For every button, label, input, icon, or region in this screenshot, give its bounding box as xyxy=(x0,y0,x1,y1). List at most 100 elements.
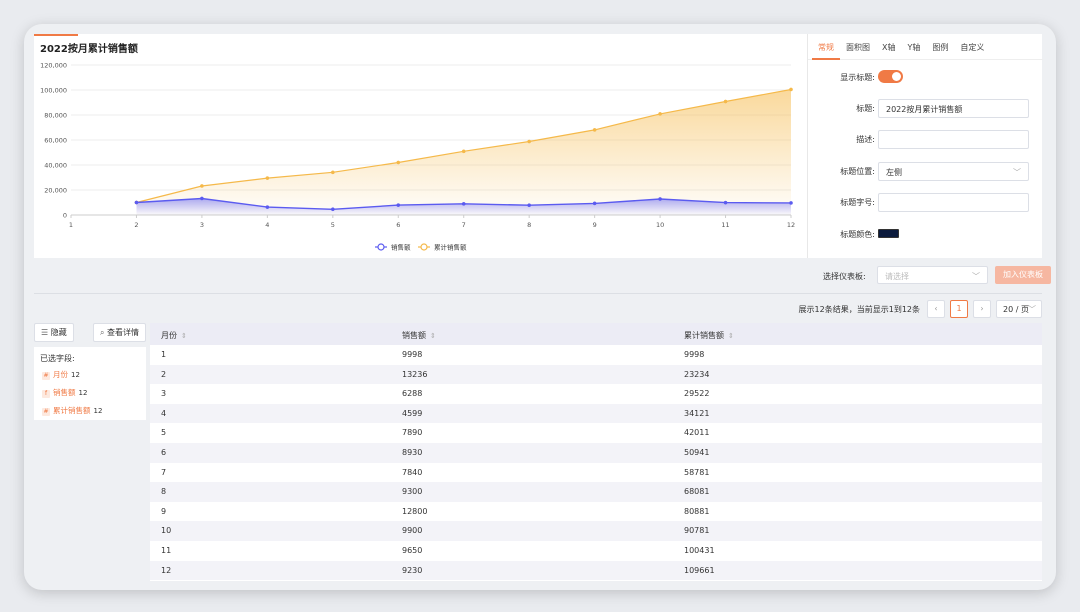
tab-legend[interactable]: 图例 xyxy=(932,43,949,52)
table-cell: 9300 xyxy=(402,487,423,497)
dashboard-select[interactable]: 请选择 ﹀ xyxy=(877,266,988,284)
table-cell: 68081 xyxy=(684,487,710,497)
table-row[interactable]: 11 9650 100431 xyxy=(150,541,1042,561)
table-cell: 12 xyxy=(161,565,172,575)
table-row[interactable]: 1 9998 9998 xyxy=(150,345,1042,365)
pagination-summary: 展示12条结果，当前显示1到12条 xyxy=(798,304,920,314)
tab-y-axis[interactable]: Y轴 xyxy=(907,43,921,52)
title-position-select[interactable]: 左侧 ﹀ xyxy=(878,162,1029,181)
title-size-input[interactable] xyxy=(878,193,1029,212)
x-tick-label: 12 xyxy=(787,221,795,229)
data-point xyxy=(265,176,270,180)
table-cell: 50941 xyxy=(684,448,710,457)
column-header-sales[interactable]: 销售额 ⇕ xyxy=(402,330,436,341)
chevron-down-icon: ﹀ xyxy=(972,272,980,281)
page-number-button[interactable]: 1 xyxy=(950,300,968,318)
data-point xyxy=(723,200,728,205)
pagination: 展示12条结果，当前显示1到12条 ‹ 1 › 20 / 页 ﹀ xyxy=(799,300,1042,318)
x-tick-label: 4 xyxy=(265,221,269,229)
title-input[interactable]: 2022按月累计销售额 xyxy=(878,99,1029,118)
table-cell: 9650 xyxy=(402,546,423,555)
column-header-label: 月份 xyxy=(161,331,177,340)
table-row[interactable]: 3 6288 29522 xyxy=(150,384,1042,404)
field-item[interactable]: # 月份 12 xyxy=(42,369,80,380)
column-header-month[interactable]: 月份 ⇕ xyxy=(161,330,187,341)
table-cell: 13236 xyxy=(402,369,428,379)
selected-fields-title: 已选字段: xyxy=(40,354,75,363)
config-tabs: 常规 面积图 X轴 Y轴 图例 自定义 xyxy=(808,34,1043,60)
title-position-value: 左侧 xyxy=(886,168,902,177)
table-cell: 9998 xyxy=(402,350,423,359)
table-cell: 42011 xyxy=(684,428,710,438)
page-size-select[interactable]: 20 / 页 ﹀ xyxy=(996,300,1042,318)
column-header-label: 累计销售额 xyxy=(684,331,724,340)
table-cell: 80881 xyxy=(684,506,710,516)
table-row[interactable]: 4 4599 34121 xyxy=(150,403,1042,424)
next-page-button[interactable]: › xyxy=(973,300,991,318)
x-tick-label: 7 xyxy=(462,221,466,229)
field-count: 12 xyxy=(78,389,88,397)
add-to-dashboard-button[interactable]: 加入仪表板 xyxy=(995,266,1051,284)
prev-page-button[interactable]: ‹ xyxy=(927,300,945,318)
tab-custom[interactable]: 自定义 xyxy=(960,43,985,52)
y-tick-label: 60,000 xyxy=(44,137,67,145)
column-header-cumulative[interactable]: 累计销售额 ⇕ xyxy=(684,330,734,341)
desc-input[interactable] xyxy=(878,130,1029,149)
legend-swatch-marker xyxy=(420,243,428,251)
tab-general[interactable]: 常规 xyxy=(812,34,840,60)
data-point xyxy=(592,128,597,132)
series-area xyxy=(136,198,791,215)
hide-fields-button[interactable]: ☰ 隐藏 xyxy=(34,323,74,342)
chart-accent-bar xyxy=(34,34,78,36)
table-row[interactable]: 6 8930 50941 xyxy=(150,443,1042,463)
column-header-label: 销售额 xyxy=(402,331,426,340)
title-row: 标题: 2022按月累计销售额 xyxy=(808,99,1043,119)
field-name: 销售额 xyxy=(53,388,76,397)
chart-config-panel: 常规 面积图 X轴 Y轴 图例 自定义 显示标题: 标题: 2022按月累计销售… xyxy=(807,34,1043,258)
table-row[interactable]: 7 7840 58781 xyxy=(150,463,1042,483)
table-row[interactable]: 10 9900 90781 xyxy=(150,521,1042,541)
table-cell: 12800 xyxy=(402,506,428,516)
desc-label: 描述: xyxy=(856,135,875,144)
title-color-label: 标题颜色: xyxy=(840,230,875,239)
y-tick-label: 0 xyxy=(63,212,67,220)
table-row[interactable]: 5 7890 42011 xyxy=(150,423,1042,443)
data-point xyxy=(527,203,532,208)
field-count: 12 xyxy=(93,407,103,415)
field-name: 月份 xyxy=(53,370,68,379)
field-item[interactable]: # 累计销售额 12 xyxy=(42,405,102,416)
table-cell: 7 xyxy=(161,467,167,477)
y-tick-label: 40,000 xyxy=(44,162,67,170)
sort-icon: ⇕ xyxy=(430,332,436,340)
tab-area-chart[interactable]: 面积图 xyxy=(846,43,870,52)
table-row[interactable]: 12 9230 109661 xyxy=(150,560,1042,581)
table-header: 月份 ⇕ 销售额 ⇕ 累计销售额 ⇕ xyxy=(150,323,1042,345)
table-cell: 7840 xyxy=(402,467,423,477)
view-details-button[interactable]: ⌕ 查看详情 xyxy=(93,323,147,342)
table-row[interactable]: 8 9300 68081 xyxy=(150,482,1042,502)
data-table: 月份 ⇕ 销售额 ⇕ 累计销售额 ⇕ 1 9998 9998 2 13236 23234 3 628… xyxy=(150,323,1042,581)
table-row[interactable]: 9 12800 80881 xyxy=(150,502,1042,522)
hash-icon: f xyxy=(42,390,50,398)
title-color-swatch[interactable] xyxy=(878,229,899,238)
table-cell: 3 xyxy=(161,389,167,399)
y-tick-label: 100,000 xyxy=(40,87,67,95)
field-item[interactable]: f 销售额 12 xyxy=(42,387,87,398)
title-position-label: 标题位置: xyxy=(840,167,875,176)
table-row[interactable]: 2 13236 23234 xyxy=(150,364,1042,385)
data-point xyxy=(134,200,139,205)
tab-x-axis[interactable]: X轴 xyxy=(882,43,896,52)
data-point xyxy=(461,201,466,206)
data-point xyxy=(461,149,466,154)
dashboard-row: 选择仪表板: 请选择 ﹀ 加入仪表板 xyxy=(34,266,1051,286)
desc-row: 描述: xyxy=(808,130,1043,150)
data-point xyxy=(396,160,401,165)
chart-title: 2022按月累计销售额 xyxy=(40,44,138,55)
table-cell: 34121 xyxy=(684,408,710,418)
app-window: 2022按月累计销售额 0 20,000 40,000 60,000 80,000 100… xyxy=(24,24,1056,590)
title-position-row: 标题位置: 左侧 ﹀ xyxy=(808,162,1043,182)
legend-label: 销售额 xyxy=(391,243,411,252)
chevron-down-icon: ﹀ xyxy=(1028,305,1036,314)
x-tick-label: 6 xyxy=(396,221,400,229)
show-title-toggle[interactable] xyxy=(878,70,903,83)
